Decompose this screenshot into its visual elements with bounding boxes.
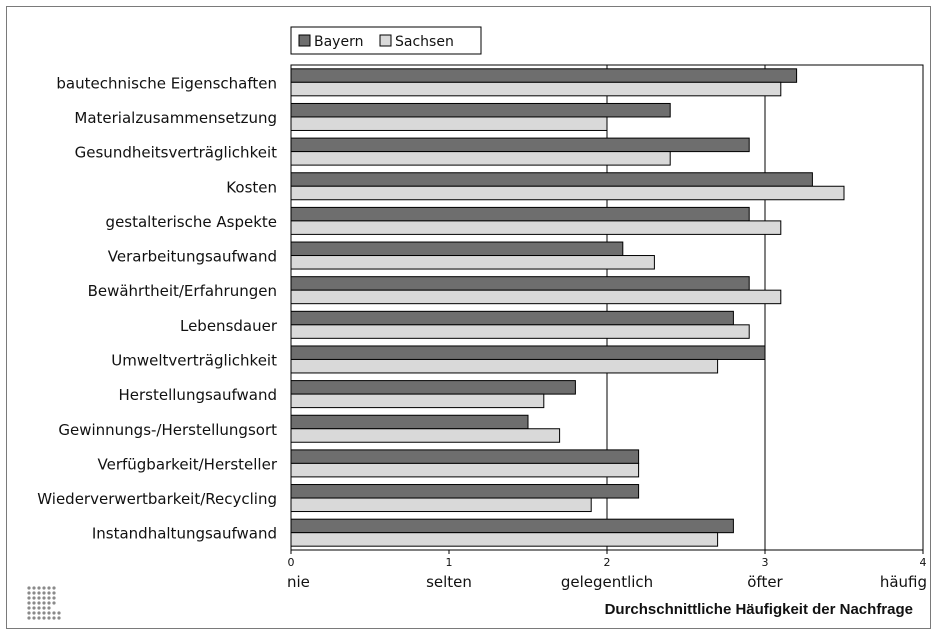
bar-sachsen — [290, 81, 782, 97]
bar-sachsen — [290, 185, 845, 201]
x-category-label: öfter — [747, 573, 783, 591]
legend-swatch-sachsen — [379, 34, 392, 47]
bar-bayern — [290, 518, 734, 534]
category-label: Materialzusammensetzung — [74, 109, 277, 127]
bar-sachsen — [290, 532, 719, 547]
bar-bayern — [290, 206, 750, 222]
category-label: Instandhaltungsaufwand — [92, 525, 277, 543]
bar-bayern — [290, 449, 640, 464]
category-label: Kosten — [226, 178, 277, 196]
bar-sachsen — [290, 393, 545, 409]
bar-sachsen — [290, 497, 592, 513]
legend-box — [290, 26, 482, 55]
bar-bayern — [290, 276, 750, 291]
bar-sachsen — [290, 220, 782, 235]
x-axis-title: Durchschnittliche Häufigkeit der Nachfra… — [604, 601, 913, 618]
category-label: Gesundheitsverträglichkeit — [75, 144, 277, 162]
bar-bayern — [290, 345, 766, 360]
x-tick-label: 1 — [446, 556, 453, 569]
bar-bayern — [290, 172, 813, 187]
bar-bayern — [290, 241, 624, 257]
bar-sachsen — [290, 116, 608, 131]
category-label: Wiederverwertbarkeit/Recycling — [37, 490, 277, 508]
x-tick-label: 2 — [604, 556, 611, 569]
bar-sachsen — [290, 324, 750, 339]
category-label: gestalterische Aspekte — [106, 213, 277, 231]
x-category-label: selten — [426, 573, 472, 591]
bar-bayern — [290, 102, 671, 118]
bar-sachsen — [290, 255, 655, 270]
category-label: Verarbeitungsaufwand — [108, 248, 277, 266]
bar-sachsen — [290, 151, 671, 166]
category-label: bautechnische Eigenschaften — [56, 74, 277, 92]
bar-bayern — [290, 310, 734, 326]
x-category-label: nie — [287, 573, 310, 591]
bar-bayern — [290, 380, 576, 395]
category-label: Bewährtheit/Erfahrungen — [88, 282, 277, 300]
bar-bayern — [290, 68, 798, 83]
category-label: Gewinnungs-/Herstellungsort — [58, 421, 277, 439]
legend-label-sachsen: Sachsen — [395, 34, 454, 50]
bar-sachsen — [290, 358, 719, 374]
bar-bayern — [290, 484, 640, 499]
x-tick-label: 0 — [288, 556, 295, 569]
bar-bayern — [290, 137, 750, 153]
legend-label-bayern: Bayern — [314, 34, 363, 50]
category-label: Verfügbarkeit/Hersteller — [98, 455, 278, 473]
bar-sachsen — [290, 428, 561, 443]
category-label: Lebensdauer — [180, 317, 278, 335]
x-tick-label: 3 — [762, 556, 769, 569]
legend-swatch-bayern — [298, 34, 311, 47]
bar-sachsen — [290, 462, 640, 478]
bar-bayern — [290, 414, 529, 430]
chart-frame — [6, 6, 931, 629]
category-label: Herstellungsaufwand — [119, 386, 278, 404]
x-category-label: gelegentlich — [561, 573, 653, 591]
x-category-label: häufig — [880, 573, 927, 591]
x-tick-label: 4 — [920, 556, 927, 569]
logo-dot-grid-icon — [27, 586, 61, 620]
bar-sachsen — [290, 289, 782, 305]
category-label: Umweltverträglichkeit — [111, 351, 277, 369]
